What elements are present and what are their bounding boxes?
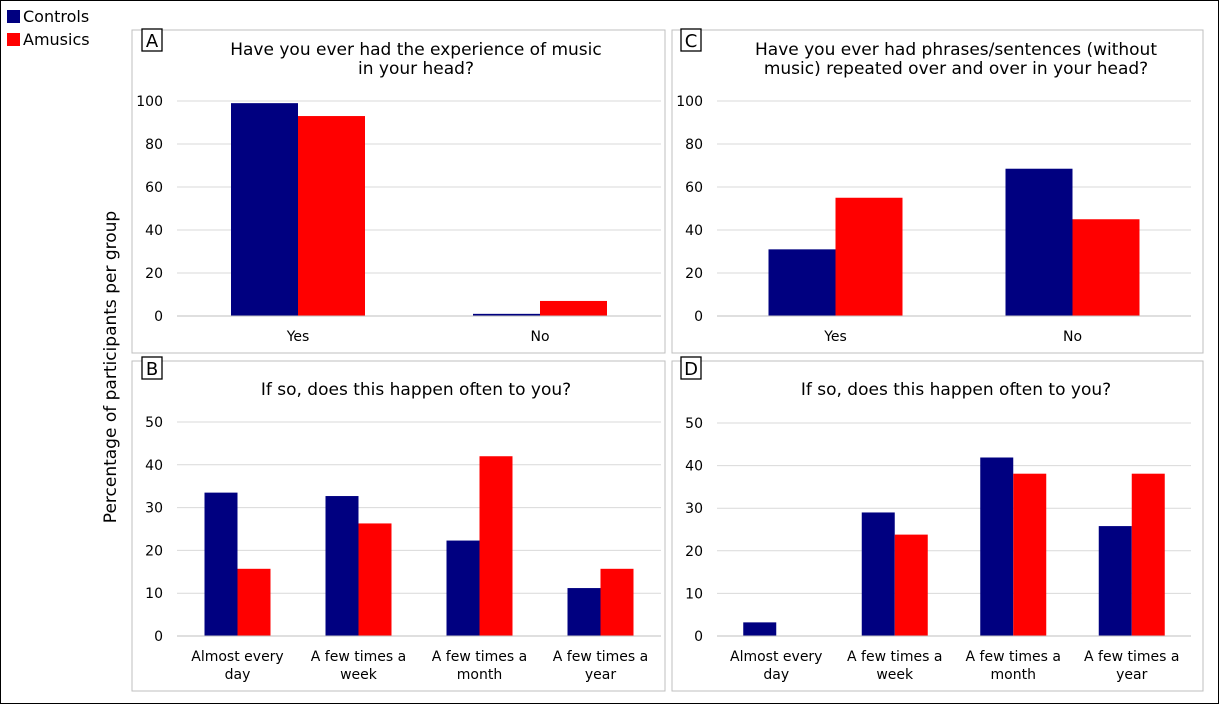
panel-title: If so, does this happen often to you? [801,380,1111,400]
y-tick-label: 10 [685,586,703,602]
y-axis-label: Percentage of participants per group [101,211,121,523]
bar-amusics [358,523,392,636]
x-tick-label: Yes [286,329,310,345]
x-tick-label: year [585,667,616,683]
y-tick-label: 20 [145,266,163,282]
x-tick-label: day [225,667,251,683]
panel-badge-box [680,356,702,380]
y-tick-label: 60 [685,180,703,196]
panel-badge-label: B [146,359,158,380]
bar-controls [980,457,1014,636]
bar-controls [204,492,238,636]
bar-amusics [540,300,607,316]
bar-amusics [1072,219,1140,316]
x-tick-label: week [876,667,914,683]
y-tick-label: 10 [145,586,163,602]
y-tick-label: 30 [145,501,163,517]
x-tick-label: month [457,667,502,683]
bar-controls [743,622,777,636]
panel-b: B If so, does this happen often to you? 0 1… [131,356,666,692]
y-tick-label: 100 [676,94,703,110]
legend: Controls Amusics [7,7,90,49]
x-tick-label: A few times a [1084,649,1179,665]
panel-frame [131,29,666,354]
bar-amusics [479,456,513,636]
x-tick-label: month [991,667,1036,683]
panel-frame [671,360,1204,692]
y-tick-label: 40 [685,223,703,239]
bar-amusics [1131,473,1165,636]
y-tick-label: 30 [685,501,703,517]
bar-controls [325,496,359,636]
bar-controls [1098,526,1132,636]
y-tick-label: 40 [685,459,703,475]
bar-amusics [600,568,634,636]
y-tick-label: 20 [145,543,163,559]
panel-c: C Have you ever had phrases/sentences (wi… [671,28,1204,354]
bar-amusics [237,568,271,636]
panel-a: A Have you ever had the experience of mus… [131,28,666,354]
panel-title: in your head? [358,59,474,79]
y-tick-label: 50 [145,415,163,431]
panel-frame [671,29,1204,354]
y-tick-label: 20 [685,544,703,560]
panel-badge-box [680,28,702,52]
x-tick-label: A few times a [311,649,406,665]
y-tick-label: 40 [145,458,163,474]
panel-badge-label: A [146,31,159,52]
panel-title: If so, does this happen often to you? [261,380,571,400]
y-tick-label: 40 [145,223,163,239]
y-tick-label: 0 [694,309,703,325]
x-tick-label: A few times a [966,649,1061,665]
panel-badge-box [141,28,163,52]
y-tick-label: 80 [145,137,163,153]
x-tick-label: A few times a [432,649,527,665]
y-tick-label: 20 [685,266,703,282]
y-tick-label: 80 [685,137,703,153]
x-tick-label: Almost every [191,649,283,665]
bar-controls [231,103,298,317]
bar-amusics [298,116,365,316]
x-tick-label: No [1063,329,1082,345]
panel-badge-label: C [685,31,698,52]
x-tick-label: year [1116,667,1147,683]
bar-controls [768,249,836,316]
bar-controls [567,588,601,636]
bar-controls [1005,168,1073,316]
panel-badge-label: D [684,359,698,380]
panel-d: D If so, does this happen often to you? 0 1… [671,356,1204,692]
y-tick-label: 60 [145,180,163,196]
panel-title: music) repeated over and over in your he… [764,59,1148,79]
legend-label-controls: Controls [23,7,89,26]
bar-controls [861,512,895,636]
x-tick-label: Yes [823,329,847,345]
x-tick-label: Almost every [730,649,822,665]
x-tick-label: A few times a [553,649,648,665]
y-tick-label: 100 [136,94,163,110]
bar-amusics [1013,473,1047,636]
legend-label-amusics: Amusics [23,30,90,49]
x-tick-label: No [530,329,549,345]
y-tick-label: 0 [694,629,703,645]
legend-swatch-amusics [7,33,20,46]
bar-amusics [894,534,928,636]
y-tick-label: 0 [154,309,163,325]
bar-controls [473,313,540,316]
y-tick-label: 50 [685,416,703,432]
y-tick-label: 0 [154,629,163,645]
x-tick-label: A few times a [847,649,942,665]
panel-title: Have you ever had phrases/sentences (wit… [755,40,1157,60]
legend-swatch-controls [7,10,20,23]
panel-badge-box [141,356,163,380]
panel-title: Have you ever had the experience of musi… [230,40,602,60]
bar-controls [446,540,480,636]
x-tick-label: day [763,667,789,683]
x-tick-label: week [340,667,378,683]
bar-amusics [835,197,903,316]
panel-frame [131,360,666,692]
